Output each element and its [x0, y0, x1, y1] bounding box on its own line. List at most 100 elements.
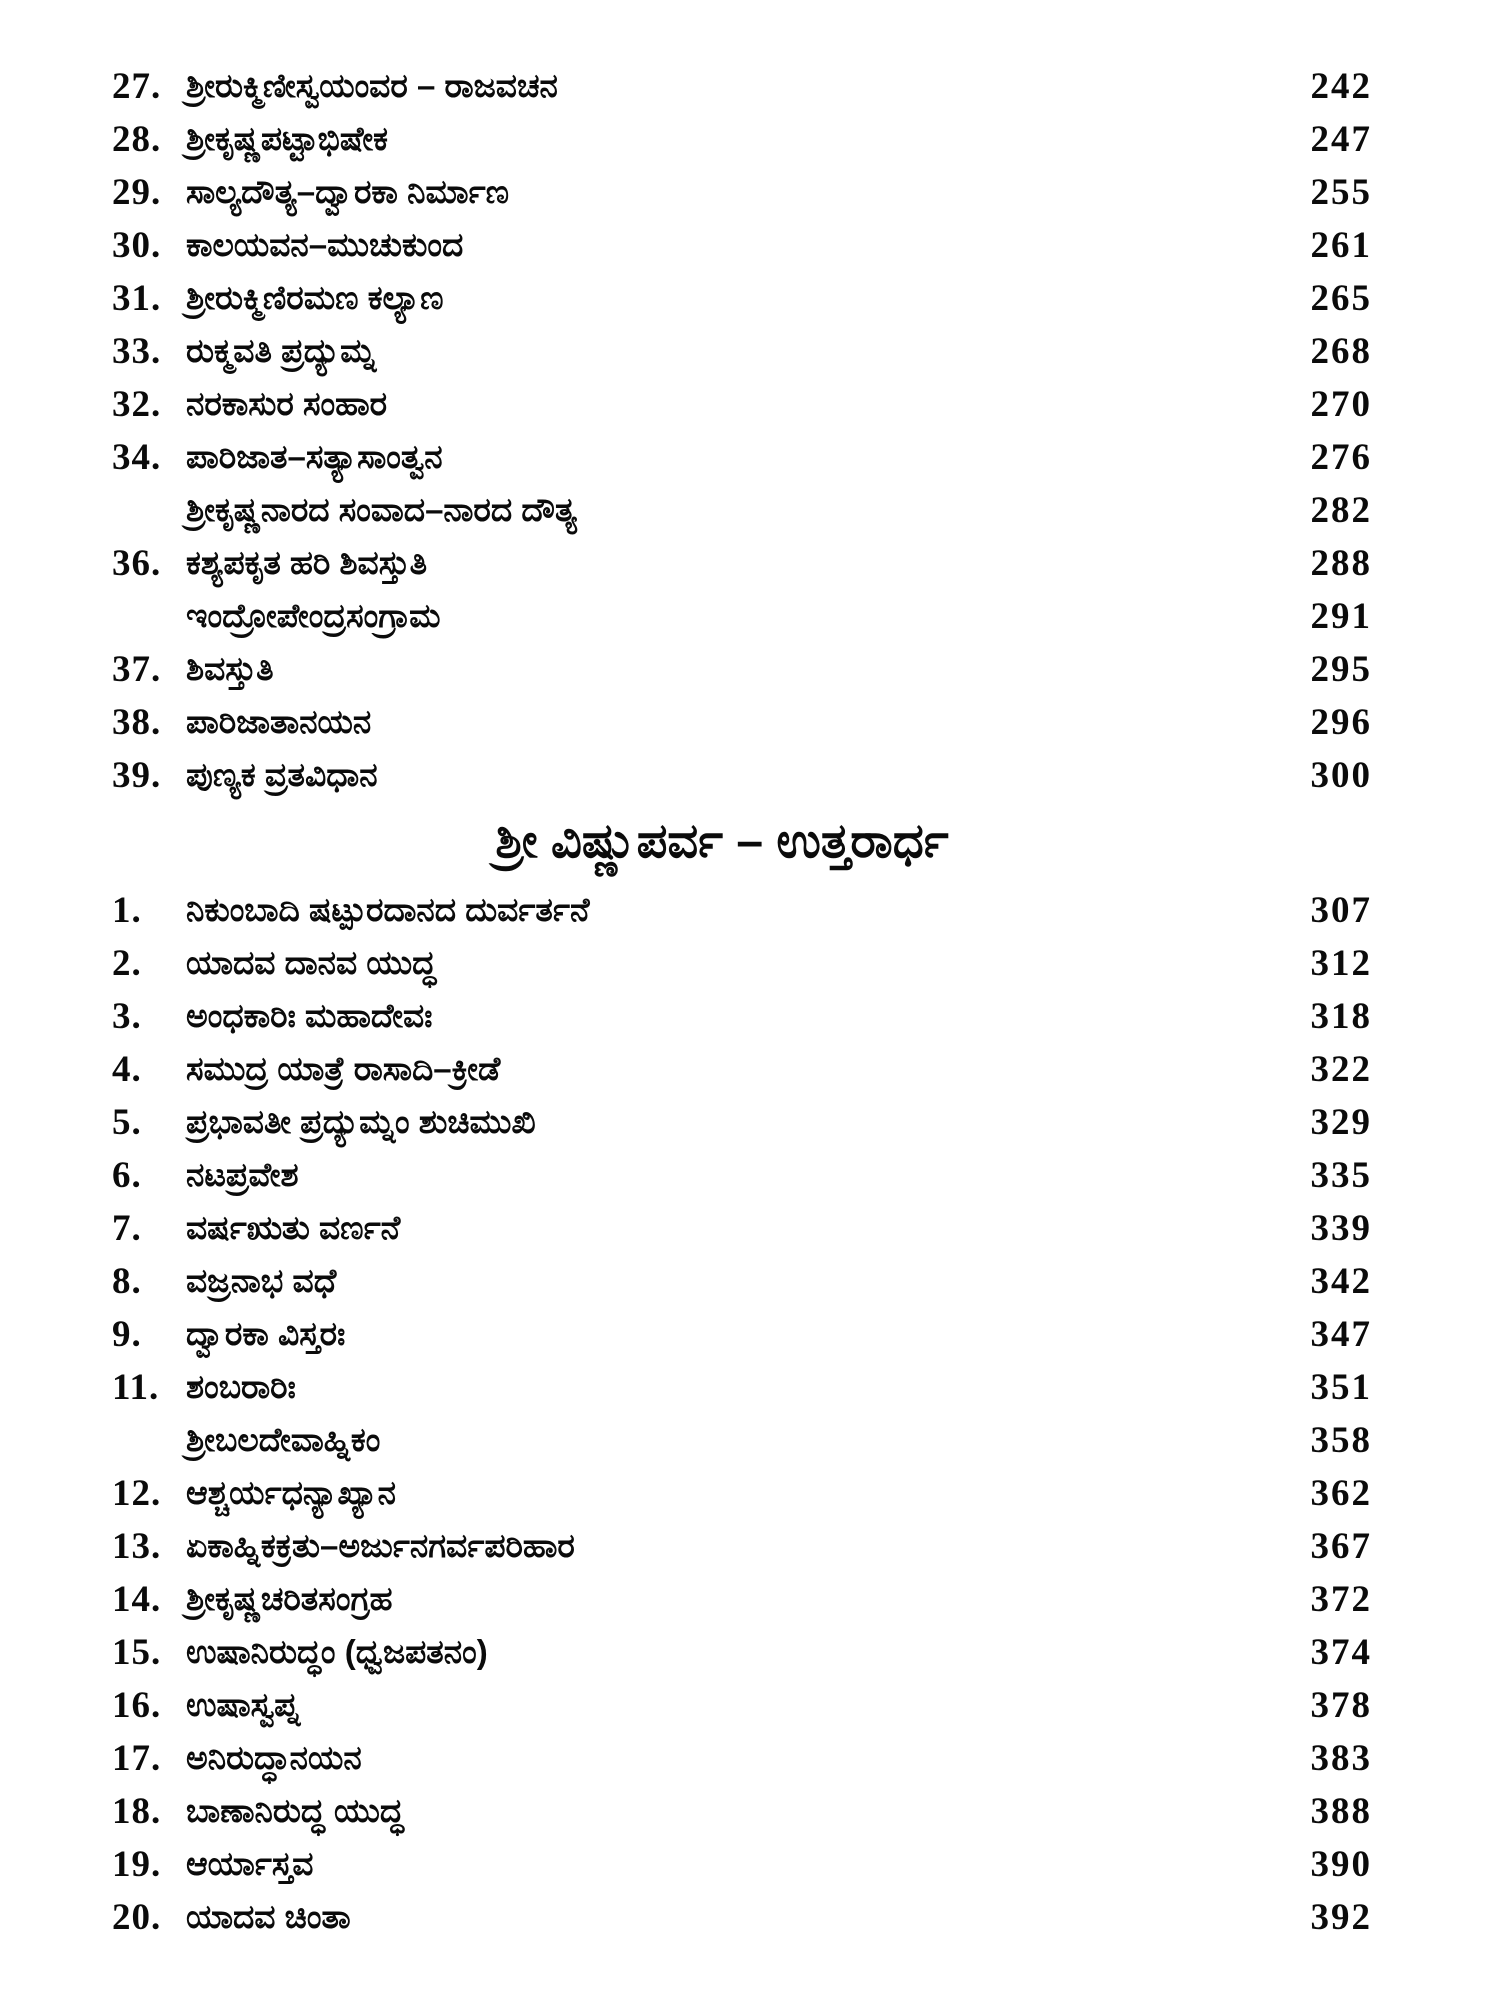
- entry-title: ರುಕ್ಮವತಿ ಪ್ರದ್ಯುಮ್ನ: [186, 332, 376, 369]
- entry-page-number: 322: [1310, 1049, 1372, 1090]
- entry-page-number: 347: [1310, 1314, 1372, 1355]
- toc-row: 39. ಪುಣ್ಯಕ ವ್ರತವಿಧಾನ 300: [112, 749, 1372, 802]
- toc-row: 33. ರುಕ್ಮವತಿ ಪ್ರದ್ಯುಮ್ನ 268: [112, 325, 1372, 378]
- toc-row: ಇಂದ್ರೋಪೇಂದ್ರಸಂಗ್ರಾಮ 291: [112, 590, 1372, 643]
- entry-page-number: 300: [1310, 755, 1372, 796]
- entry-title: ಯಾದವ ದಾನವ ಯುದ್ಧ: [186, 944, 437, 981]
- section-header-vishnuparva-uttarardha: ಶ್ರೀ ವಿಷ್ಣುಪರ್ವ – ಉತ್ತರಾರ್ಧ: [495, 815, 949, 868]
- entry-number: 18.: [112, 1791, 162, 1832]
- entry-page-number: 296: [1310, 702, 1372, 743]
- toc-row: 9. ದ್ವಾರಕಾ ವಿಸ್ತರಃ 347: [112, 1308, 1372, 1361]
- entry-page-number: 372: [1310, 1579, 1372, 1620]
- entry-title: ಪಾರಿಜಾತಾನಯನ: [186, 703, 372, 740]
- entry-page-number: 362: [1310, 1473, 1372, 1514]
- entry-page-number: 261: [1310, 225, 1372, 266]
- entry-number: 16.: [112, 1685, 162, 1726]
- toc-row: 37. ಶಿವಸ್ತುತಿ 295: [112, 643, 1372, 696]
- entry-number: 28.: [112, 119, 162, 160]
- entry-title: ನಟಪ್ರವೇಶ: [186, 1156, 299, 1193]
- entry-title: ಆಶ್ಚರ್ಯಧನ್ಯಾಖ್ಯಾನ: [186, 1474, 397, 1511]
- entry-title: ಪ್ರಭಾವತೀ ಪ್ರದ್ಯುಮ್ನಂ ಶುಚಿಮುಖಿ: [186, 1103, 536, 1140]
- entry-number: 4.: [112, 1049, 142, 1090]
- entry-title: ನರಕಾಸುರ ಸಂಹಾರ: [186, 385, 388, 422]
- entry-number: 2.: [112, 943, 142, 984]
- entry-title: ಆರ್ಯಾಸ್ತವ: [186, 1845, 314, 1882]
- entry-page-number: 351: [1310, 1367, 1372, 1408]
- entry-page-number: 390: [1310, 1844, 1372, 1885]
- toc-row: 12. ಆಶ್ಚರ್ಯಧನ್ಯಾಖ್ಯಾನ 362: [112, 1467, 1372, 1520]
- toc-row: 19. ಆರ್ಯಾಸ್ತವ 390: [112, 1838, 1372, 1891]
- entry-title: ಶ್ರೀಬಲದೇವಾಹ್ನಿಕಂ: [186, 1421, 381, 1458]
- entry-number: 20.: [112, 1897, 162, 1938]
- toc-row: 16. ಉಷಾಸ್ವಪ್ನ 378: [112, 1679, 1372, 1732]
- entry-title: ಶ್ರೀಕೃಷ್ಣಪಟ್ಟಾಭಿಷೇಕ: [186, 120, 388, 157]
- entry-title: ನಿಕುಂಬಾದಿ ಷಟ್ಪುರದಾನದ ದುರ್ವರ್ತನೆ: [186, 891, 590, 928]
- entry-page-number: 295: [1310, 649, 1372, 690]
- toc-row: 30. ಕಾಲಯವನ–ಮುಚುಕುಂದ 261: [112, 219, 1372, 272]
- entry-number: 3.: [112, 996, 142, 1037]
- toc-row: 27. ಶ್ರೀರುಕ್ಮಿಣೀಸ್ವಯಂವರ – ರಾಜವಚನ 242: [112, 60, 1372, 113]
- entry-page-number: 339: [1310, 1208, 1372, 1249]
- toc-row: 20. ಯಾದವ ಚಿಂತಾ 392: [112, 1891, 1372, 1944]
- toc-row: 15. ಉಷಾನಿರುದ್ಧಂ (ಧ್ವಜಪತನಂ) 374: [112, 1626, 1372, 1679]
- entry-title: ಇಂದ್ರೋಪೇಂದ್ರಸಂಗ್ರಾಮ: [186, 597, 441, 634]
- toc-row: 13. ಏಕಾಹ್ನಿಕಕ್ರತು–ಅರ್ಜುನಗರ್ವಪರಿಹಾರ 367: [112, 1520, 1372, 1573]
- toc-row: 5. ಪ್ರಭಾವತೀ ಪ್ರದ್ಯುಮ್ನಂ ಶುಚಿಮುಖಿ 329: [112, 1096, 1372, 1149]
- entry-number: 36.: [112, 543, 162, 584]
- toc-row: ಶ್ರೀಕೃಷ್ಣನಾರದ ಸಂವಾದ–ನಾರದ ದೌತ್ಯ 282: [112, 484, 1372, 537]
- entry-title: ಉಷಾಸ್ವಪ್ನ: [186, 1686, 300, 1723]
- entry-title: ಶ್ರೀಕೃಷ್ಣಚರಿತಸಂಗ್ರಹ: [186, 1580, 393, 1617]
- entry-title: ಪಾರಿಜಾತ–ಸತ್ಯಾಸಾಂತ್ವನ: [186, 438, 443, 475]
- entry-page-number: 268: [1310, 331, 1372, 372]
- toc-row: 38. ಪಾರಿಜಾತಾನಯನ 296: [112, 696, 1372, 749]
- entry-number: 31.: [112, 278, 162, 319]
- entry-title: ವರ್ಷಋತು ವರ್ಣನೆ: [186, 1209, 401, 1246]
- entry-number: 9.: [112, 1314, 142, 1355]
- entry-title: ಶ್ರೀರುಕ್ಮಿಣಿರಮಣ ಕಲ್ಯಾಣ: [186, 279, 444, 316]
- toc-row: 2. ಯಾದವ ದಾನವ ಯುದ್ಧ 312: [112, 937, 1372, 990]
- entry-page-number: 242: [1310, 66, 1372, 107]
- entry-page-number: 374: [1310, 1632, 1372, 1673]
- entry-number: 30.: [112, 225, 162, 266]
- toc-row: 6. ನಟಪ್ರವೇಶ 335: [112, 1149, 1372, 1202]
- entry-page-number: 383: [1310, 1738, 1372, 1779]
- entry-title: ಶ್ರೀರುಕ್ಮಿಣೀಸ್ವಯಂವರ – ರಾಜವಚನ: [186, 67, 558, 104]
- toc-row: 34. ಪಾರಿಜಾತ–ಸತ್ಯಾಸಾಂತ್ವನ 276: [112, 431, 1372, 484]
- entry-number: 12.: [112, 1473, 162, 1514]
- entry-number: 27.: [112, 66, 162, 107]
- entry-title: ಯಾದವ ಚಿಂತಾ: [186, 1898, 351, 1935]
- entry-page-number: 307: [1310, 890, 1372, 931]
- entry-number: 7.: [112, 1208, 142, 1249]
- toc-row: 17. ಅನಿರುದ್ಧಾನಯನ 383: [112, 1732, 1372, 1785]
- entry-page-number: 358: [1310, 1420, 1372, 1461]
- entry-title: ಬಾಣಾನಿರುದ್ಧ ಯುದ್ಧ: [186, 1792, 404, 1829]
- entry-title: ಶ್ರೀಕೃಷ್ಣನಾರದ ಸಂವಾದ–ನಾರದ ದೌತ್ಯ: [186, 491, 578, 528]
- entry-page-number: 329: [1310, 1102, 1372, 1143]
- toc-row: 14. ಶ್ರೀಕೃಷ್ಣಚರಿತಸಂಗ್ರಹ 372: [112, 1573, 1372, 1626]
- toc-row: 1. ನಿಕುಂಬಾದಿ ಷಟ್ಪುರದಾನದ ದುರ್ವರ್ತನೆ 307: [112, 884, 1372, 937]
- entry-title: ಶಂಬರಾರಿಃ: [186, 1368, 296, 1405]
- entry-number: 8.: [112, 1261, 142, 1302]
- entry-number: 37.: [112, 649, 162, 690]
- entry-page-number: 247: [1310, 119, 1372, 160]
- entry-title: ಶಿವಸ್ತುತಿ: [186, 650, 274, 687]
- entry-number: 5.: [112, 1102, 142, 1143]
- entry-page-number: 367: [1310, 1526, 1372, 1567]
- toc-row: 29. ಸಾಲ್ಯದೌತ್ಯ–ದ್ವಾರಕಾ ನಿರ್ಮಾಣ 255: [112, 166, 1372, 219]
- entry-title: ವಜ್ರನಾಭ ವಧೆ: [186, 1262, 337, 1299]
- toc-row: 32. ನರಕಾಸುರ ಸಂಹಾರ 270: [112, 378, 1372, 431]
- entry-title: ಅನಿರುದ್ಧಾನಯನ: [186, 1739, 362, 1776]
- entry-page-number: 276: [1310, 437, 1372, 478]
- entry-page-number: 288: [1310, 543, 1372, 584]
- entry-page-number: 342: [1310, 1261, 1372, 1302]
- entry-page-number: 282: [1310, 490, 1372, 531]
- entry-number: 39.: [112, 755, 162, 796]
- entry-page-number: 378: [1310, 1685, 1372, 1726]
- toc-row: 18. ಬಾಣಾನಿರುದ್ಧ ಯುದ್ಧ 388: [112, 1785, 1372, 1838]
- entry-page-number: 335: [1310, 1155, 1372, 1196]
- entry-number: 13.: [112, 1526, 162, 1567]
- entry-number: 14.: [112, 1579, 162, 1620]
- entry-number: 17.: [112, 1738, 162, 1779]
- toc-row: 8. ವಜ್ರನಾಭ ವಧೆ 342: [112, 1255, 1372, 1308]
